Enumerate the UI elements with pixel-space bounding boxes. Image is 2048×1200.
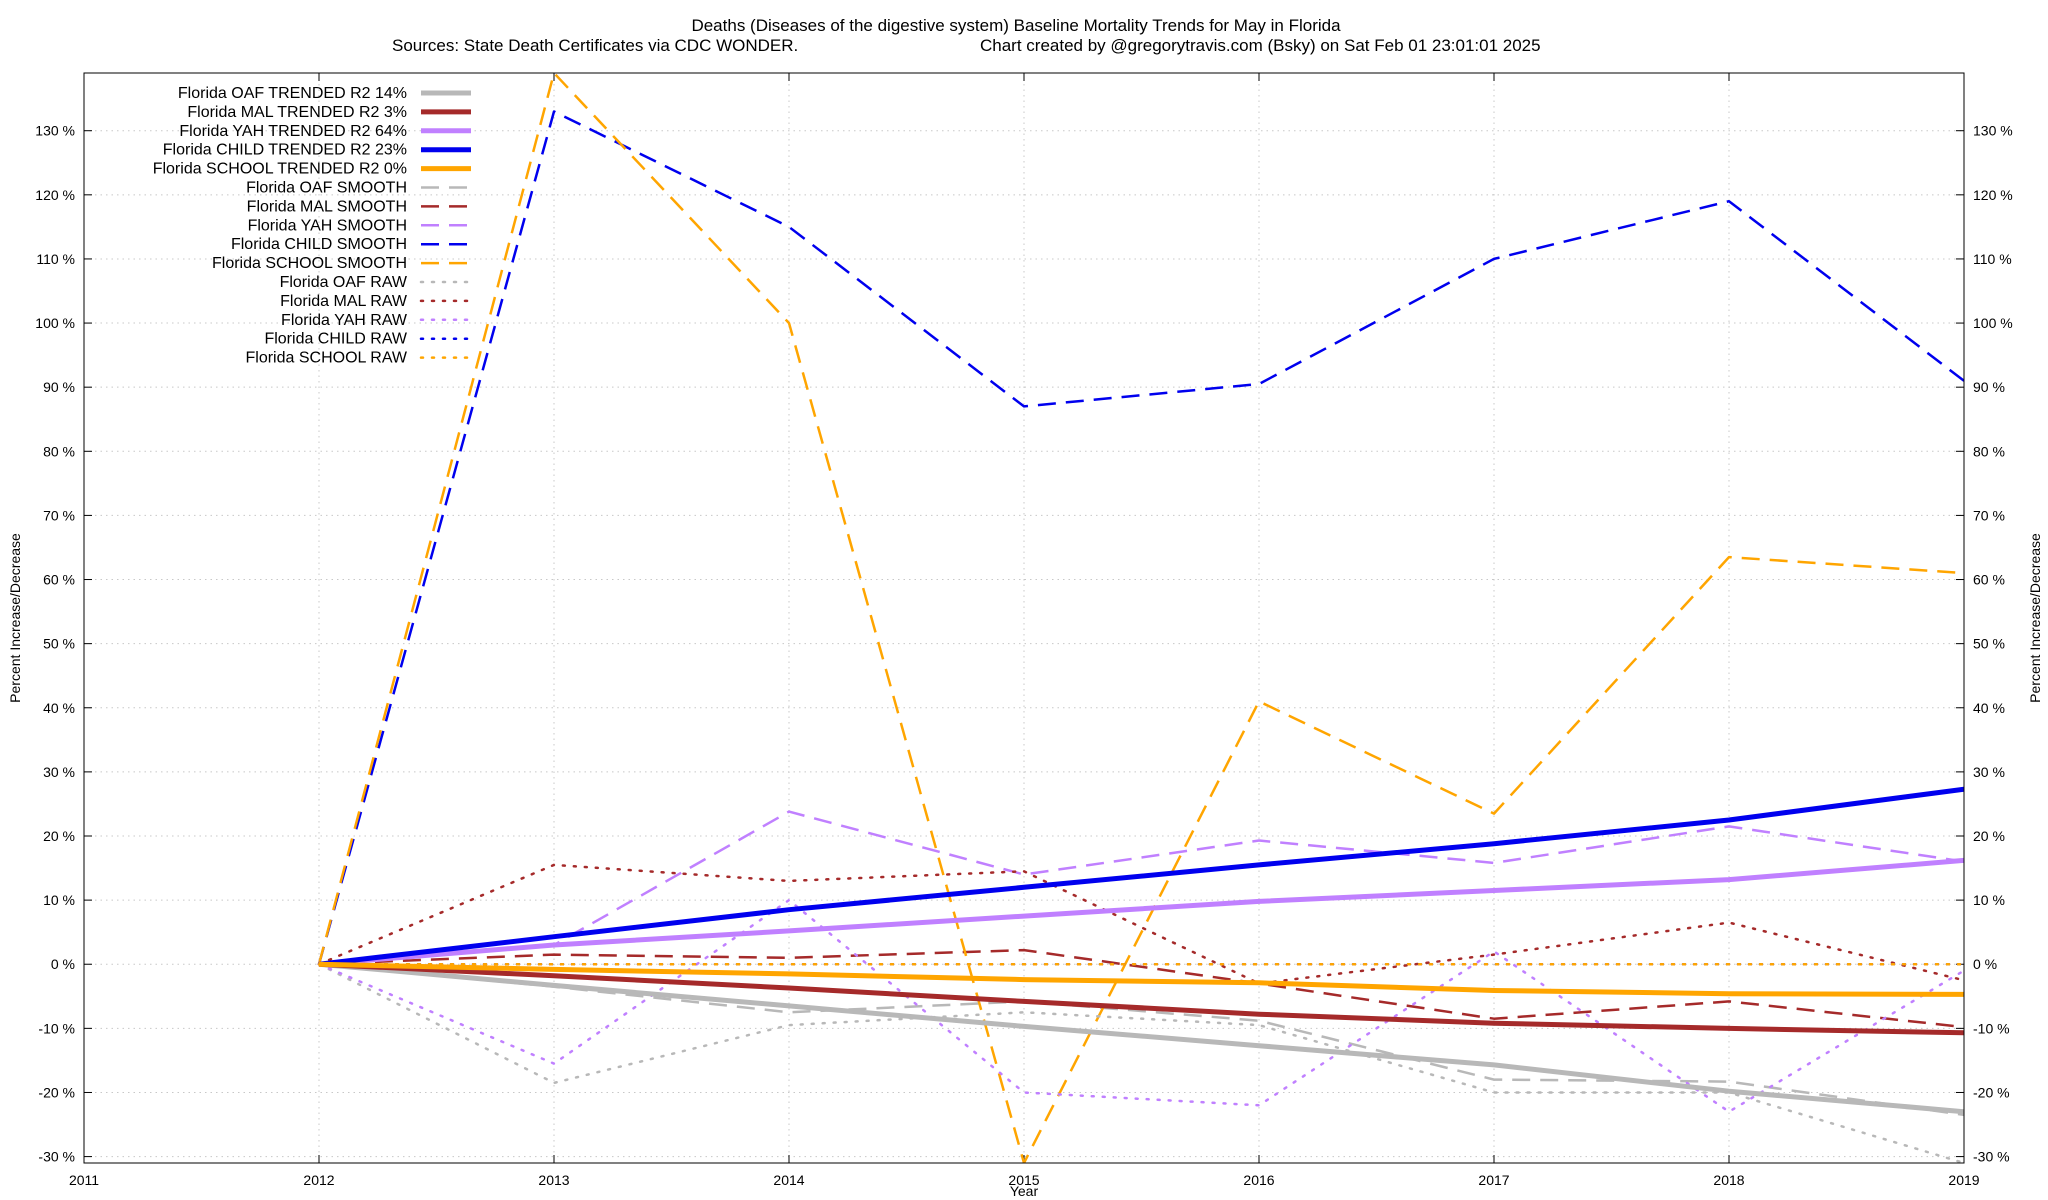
series-line-florida-yah-trended-r2-64 bbox=[318, 857, 1964, 967]
x-tick-label: 2014 bbox=[773, 1172, 804, 1188]
y-tick-label-right: -20 % bbox=[1973, 1084, 2010, 1100]
series-line-florida-yah-smooth bbox=[318, 810, 1964, 966]
legend-label-florida-school-trended-r2-0: Florida SCHOOL TRENDED R2 0% bbox=[153, 161, 407, 178]
y-tick-label-right: 110 % bbox=[1973, 251, 2012, 267]
y-tick-label-left: 40 % bbox=[43, 700, 75, 716]
y-tick-label-right: 30 % bbox=[1973, 764, 2005, 780]
y-tick-label-left: 120 % bbox=[35, 187, 75, 203]
y-tick-label-right: 60 % bbox=[1973, 572, 2005, 588]
y-tick-label-right: 70 % bbox=[1973, 507, 2005, 523]
legend-label-florida-mal-smooth: Florida MAL SMOOTH bbox=[247, 198, 407, 215]
chart-subtitle-credit: Chart created by @gregorytravis.com (Bsk… bbox=[980, 36, 1541, 55]
series-line-florida-school-smooth bbox=[317, 73, 1964, 1163]
series-line-florida-child-trended-r2-23 bbox=[318, 786, 1964, 967]
series-line-florida-oaf-raw bbox=[317, 962, 1964, 1163]
series-line-florida-mal-raw bbox=[317, 863, 1964, 985]
x-tick-label: 2019 bbox=[1948, 1172, 1979, 1188]
y-tick-label-right: -10 % bbox=[1973, 1020, 2010, 1036]
y-tick-label-left: -10 % bbox=[38, 1020, 75, 1036]
y-tick-label-right: -30 % bbox=[1973, 1149, 2010, 1165]
series-line-florida-school-trended-r2-0 bbox=[318, 961, 1964, 997]
series-line-florida-child-smooth bbox=[317, 110, 1964, 965]
x-tick-label: 2015 bbox=[1008, 1172, 1039, 1188]
y-tick-label-left: 80 % bbox=[43, 443, 75, 459]
series-line-florida-oaf-smooth bbox=[318, 962, 1964, 1117]
y-tick-label-left: 60 % bbox=[43, 572, 75, 588]
y-tick-label-left: 20 % bbox=[43, 828, 75, 844]
legend-label-florida-oaf-trended-r2-14: Florida OAF TRENDED R2 14% bbox=[178, 85, 407, 102]
x-axis-label: Year bbox=[1010, 1183, 1039, 1199]
legend-label-florida-child-raw: Florida CHILD RAW bbox=[264, 331, 407, 348]
y-tick-label-right: 90 % bbox=[1973, 379, 2005, 395]
y-tick-label-left: 30 % bbox=[43, 764, 75, 780]
legend-label-florida-child-trended-r2-23: Florida CHILD TRENDED R2 23% bbox=[163, 142, 407, 159]
legend-label-florida-child-smooth: Florida CHILD SMOOTH bbox=[231, 236, 407, 253]
plot-frame bbox=[83, 72, 1965, 1164]
legend-label-florida-yah-trended-r2-64: Florida YAH TRENDED R2 64% bbox=[179, 123, 407, 140]
legend-label-florida-school-raw: Florida SCHOOL RAW bbox=[245, 350, 407, 367]
x-tick-label: 2016 bbox=[1243, 1172, 1274, 1188]
x-tick-label: 2011 bbox=[69, 1172, 99, 1188]
y-axis-ticks: -30 % -30 % -20 % -20 % -10 % -10 % 0 % 0 % 10 %… bbox=[35, 123, 2012, 1165]
y-tick-label-left: 90 % bbox=[43, 379, 75, 395]
y-tick-label-right: 40 % bbox=[1973, 700, 2005, 716]
legend-label-florida-school-smooth: Florida SCHOOL SMOOTH bbox=[212, 255, 407, 272]
y-tick-label-right: 0 % bbox=[1973, 956, 1997, 972]
chart-title: Deaths (Diseases of the digestive system… bbox=[691, 16, 1341, 35]
y-tick-label-left: 70 % bbox=[43, 507, 75, 523]
grid bbox=[84, 73, 1964, 1163]
y-tick-label-left: -20 % bbox=[38, 1084, 75, 1100]
y-tick-label-right: 20 % bbox=[1973, 828, 2005, 844]
y-tick-label-right: 80 % bbox=[1973, 443, 2005, 459]
y-tick-label-right: 100 % bbox=[1973, 315, 2013, 331]
y-axis-label-right: Percent Increase/Decrease bbox=[2027, 533, 2043, 703]
y-tick-label-left: -30 % bbox=[38, 1149, 75, 1165]
y-tick-label-right: 130 % bbox=[1973, 123, 2013, 139]
legend: Florida OAF TRENDED R2 14% Florida MAL TR… bbox=[153, 85, 473, 367]
legend-label-florida-mal-raw: Florida MAL RAW bbox=[280, 293, 408, 310]
y-axis-label-left: Percent Increase/Decrease bbox=[7, 533, 23, 703]
y-tick-label-left: 50 % bbox=[43, 636, 75, 652]
chart-subtitle-sources: Sources: State Death Certificates via CD… bbox=[392, 36, 798, 55]
y-tick-label-left: 0 % bbox=[51, 956, 75, 972]
x-tick-label: 2017 bbox=[1478, 1172, 1509, 1188]
legend-label-florida-yah-smooth: Florida YAH SMOOTH bbox=[248, 217, 407, 234]
y-tick-label-right: 120 % bbox=[1973, 187, 2013, 203]
legend-label-florida-oaf-smooth: Florida OAF SMOOTH bbox=[246, 180, 407, 197]
legend-label-florida-mal-trended-r2-3: Florida MAL TRENDED R2 3% bbox=[187, 104, 407, 121]
legend-label-florida-yah-raw: Florida YAH RAW bbox=[281, 312, 408, 329]
series-line-florida-mal-trended-r2-3 bbox=[318, 961, 1964, 1036]
x-tick-label: 2018 bbox=[1713, 1172, 1744, 1188]
y-tick-label-right: 50 % bbox=[1973, 636, 2005, 652]
series-line-florida-oaf-trended-r2-14 bbox=[318, 961, 1964, 1115]
series-line-florida-mal-smooth bbox=[318, 948, 1964, 1029]
y-tick-label-left: 10 % bbox=[43, 892, 75, 908]
y-tick-label-right: 10 % bbox=[1973, 892, 2005, 908]
x-tick-label: 2013 bbox=[538, 1172, 569, 1188]
x-axis-ticks: 2011 2012 2013 2014 2015 2016 2017 2018 2019 bbox=[69, 73, 1980, 1188]
legend-label-florida-oaf-raw: Florida OAF RAW bbox=[280, 274, 408, 291]
y-tick-label-left: 100 % bbox=[35, 315, 75, 331]
y-tick-label-left: 110 % bbox=[36, 251, 75, 267]
y-tick-label-left: 130 % bbox=[35, 123, 75, 139]
series-lines bbox=[317, 73, 1964, 1163]
x-tick-label: 2012 bbox=[303, 1172, 334, 1188]
